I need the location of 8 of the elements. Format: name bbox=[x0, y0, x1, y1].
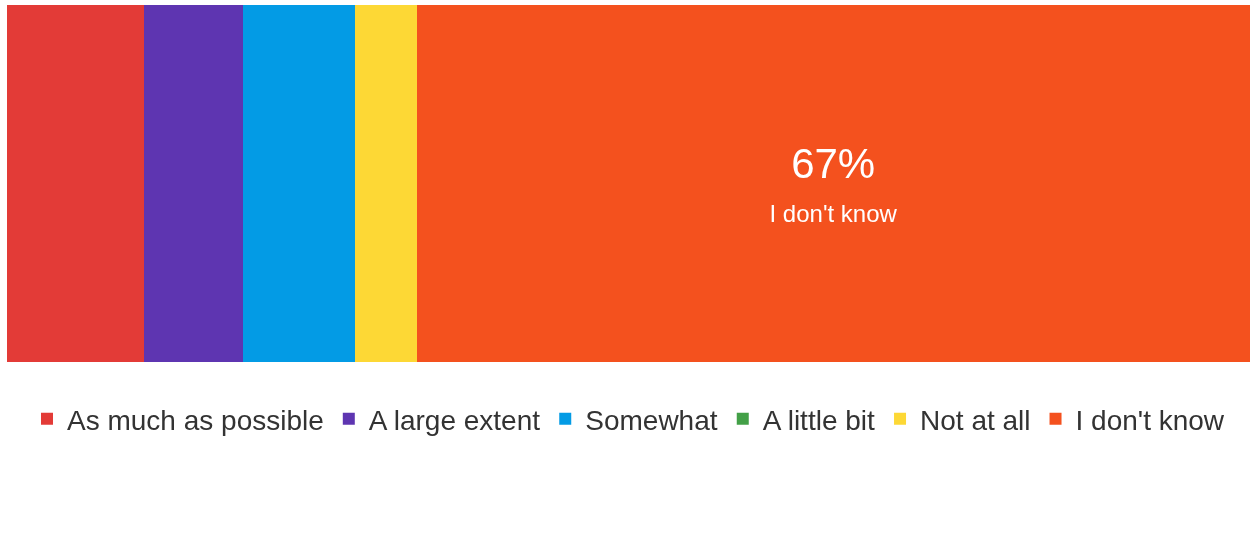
legend-label: A little bit bbox=[762, 404, 876, 436]
legend-label: Somewhat bbox=[585, 404, 718, 436]
data-label: 67% bbox=[791, 139, 876, 187]
legend-label: A large extent bbox=[368, 404, 541, 436]
text: I don't know bbox=[769, 200, 897, 228]
legend-label: I don't know bbox=[1075, 404, 1225, 436]
legend-label: As much as possible bbox=[67, 404, 324, 436]
legend-label: Not at all bbox=[920, 404, 1031, 436]
